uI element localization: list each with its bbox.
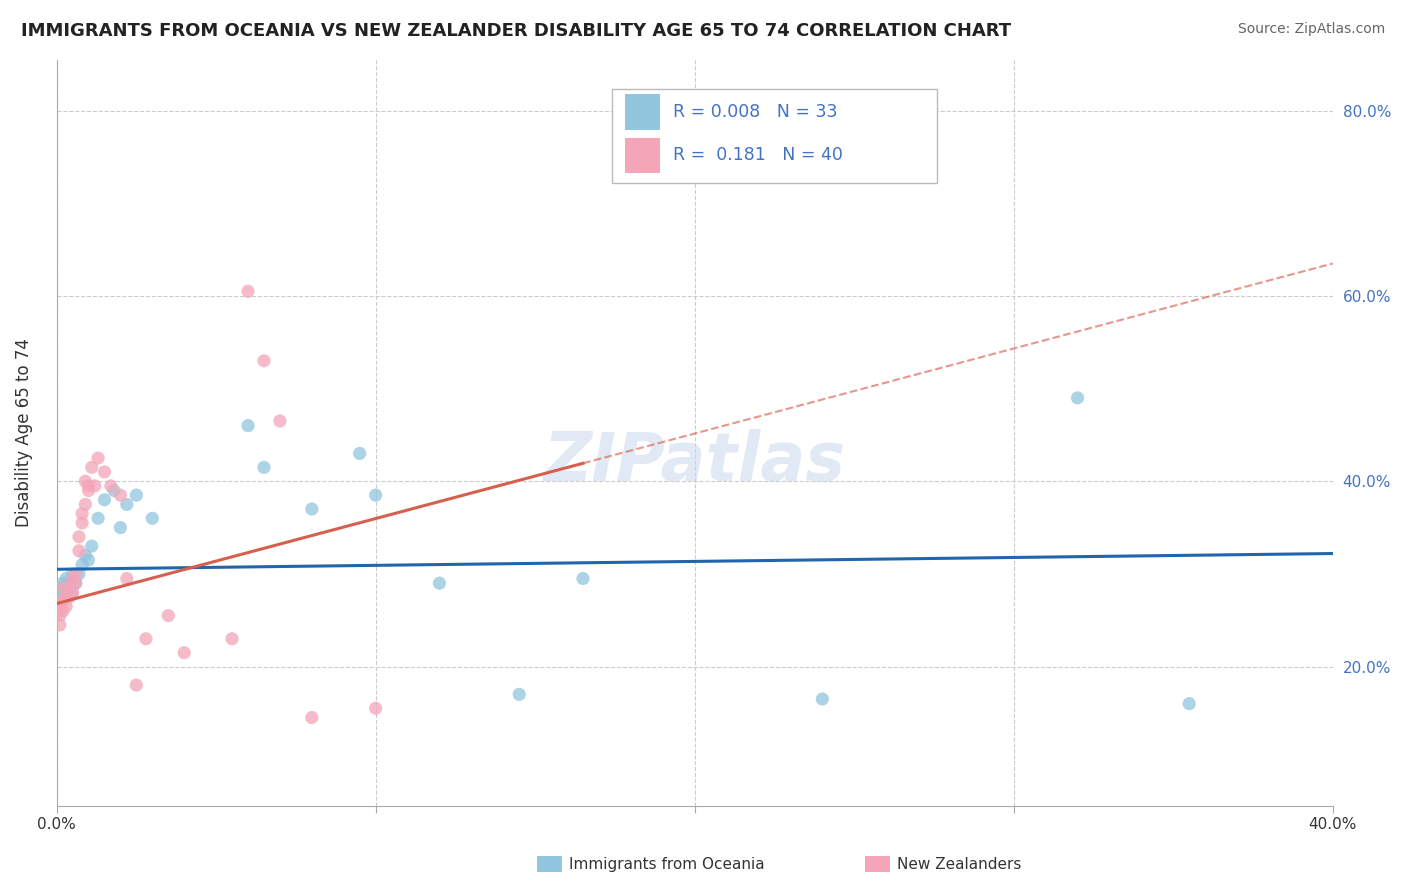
Point (301, 710, 323, 724)
Point (58, 581, 80, 595)
Point (221, 632, 243, 646)
Point (508, 687, 530, 701)
Point (55, 572, 77, 586)
Point (100, 479, 122, 493)
Point (1178, 697, 1201, 711)
Point (52, 585, 75, 599)
Point (49, 608, 72, 623)
Point (269, 414, 291, 428)
Point (93, 465, 115, 479)
Point (110, 520, 132, 534)
Point (65, 566, 87, 581)
Point (77, 479, 100, 493)
Bar (624, 137, 661, 173)
Bar (624, 94, 661, 129)
Point (253, 460, 276, 475)
Point (62, 585, 84, 599)
Point (55, 590, 77, 604)
Point (173, 646, 195, 660)
Point (70, 507, 93, 521)
Point (52, 595, 75, 609)
Point (141, 511, 163, 525)
Point (110, 488, 132, 502)
Point (80, 460, 103, 475)
Text: Source: ZipAtlas.com: Source: ZipAtlas.com (1237, 22, 1385, 37)
Point (103, 483, 125, 498)
Point (58, 576, 80, 591)
Point (135, 632, 157, 646)
Point (52, 581, 75, 595)
Point (125, 488, 148, 502)
Point (75, 475, 97, 489)
Text: R =  0.181   N = 40: R = 0.181 N = 40 (673, 146, 842, 164)
Point (236, 418, 259, 433)
Point (253, 353, 276, 368)
Point (115, 497, 138, 511)
Point (49, 590, 72, 604)
Point (62, 566, 84, 581)
Point (349, 446, 371, 460)
Point (49, 581, 72, 595)
Point (93, 492, 115, 507)
Text: R = 0.008   N = 33: R = 0.008 N = 33 (673, 103, 838, 120)
Point (62, 572, 84, 586)
Text: IMMIGRANTS FROM OCEANIA VS NEW ZEALANDER DISABILITY AGE 65 TO 74 CORRELATION CHA: IMMIGRANTS FROM OCEANIA VS NEW ZEALANDER… (21, 22, 1011, 40)
Point (49, 618, 72, 632)
Point (75, 549, 97, 563)
Point (429, 576, 451, 591)
Point (70, 516, 93, 530)
Point (62, 585, 84, 599)
Point (157, 608, 180, 623)
Point (52, 576, 75, 591)
Point (65, 576, 87, 591)
Point (77, 483, 100, 498)
Point (77, 553, 100, 567)
Text: Immigrants from Oceania: Immigrants from Oceania (569, 857, 765, 871)
Point (364, 488, 387, 502)
Text: ZIPatlas: ZIPatlas (544, 429, 845, 495)
Point (75, 497, 97, 511)
Point (115, 572, 138, 586)
Point (811, 692, 834, 706)
Point (70, 558, 93, 572)
Point (49, 604, 72, 618)
Point (52, 604, 75, 618)
Point (236, 285, 259, 299)
Point (65, 576, 87, 591)
Point (364, 701, 387, 715)
Point (301, 502, 323, 516)
Point (67, 530, 90, 544)
Point (572, 572, 595, 586)
FancyBboxPatch shape (612, 89, 938, 183)
Point (87, 451, 110, 466)
Point (55, 599, 77, 614)
Text: New Zealanders: New Zealanders (897, 857, 1021, 871)
Point (49, 595, 72, 609)
Point (1066, 391, 1088, 405)
Point (83, 479, 105, 493)
Y-axis label: Disability Age 65 to 74: Disability Age 65 to 74 (15, 338, 32, 527)
Point (125, 678, 148, 692)
Point (55, 581, 77, 595)
Point (67, 566, 90, 581)
Point (80, 539, 103, 553)
Point (58, 590, 80, 604)
Point (67, 543, 90, 558)
Point (87, 511, 110, 525)
